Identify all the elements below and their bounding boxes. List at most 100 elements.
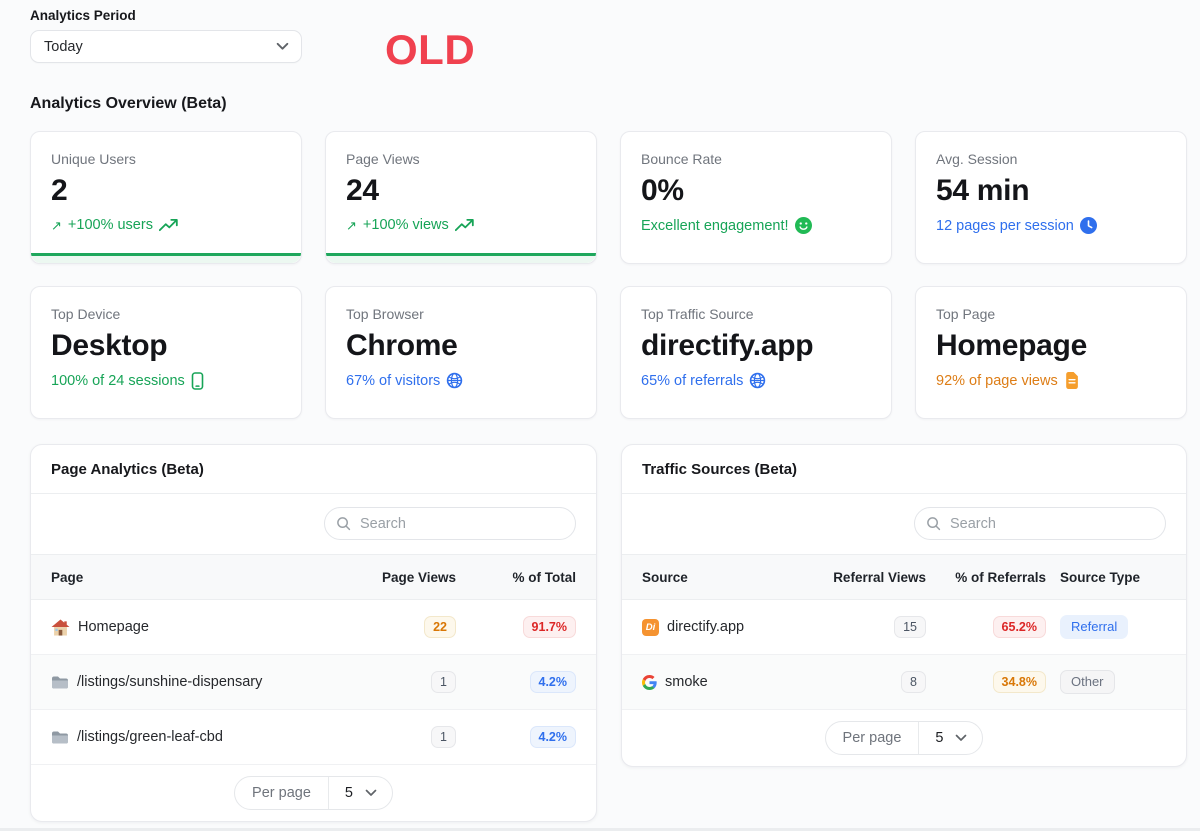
traffic-sources-per-page-select[interactable]: Per page 5 [824, 721, 984, 755]
stat-card-status-text: 67% of visitors [346, 372, 441, 389]
traffic-sources-table-body: Di directify.app 15 65.2% Referral smoke 8 34.8… [622, 600, 1186, 710]
page-views-badge: 22 [424, 615, 456, 639]
house-icon [51, 618, 70, 636]
stat-card-status: 12 pages per session [936, 217, 1166, 234]
pct-of-total-cell: 4.2% [456, 670, 576, 694]
period-label: Analytics Period [30, 8, 136, 23]
referral-views-cell: 8 [816, 670, 926, 694]
stat-card-status-text: 12 pages per session [936, 217, 1074, 234]
stat-card-status-text: +100% users [67, 217, 153, 233]
folder-icon [51, 675, 69, 690]
per-page-value: 5 [344, 785, 353, 801]
source-type-cell: Other [1046, 669, 1166, 695]
smiley-icon [794, 217, 812, 234]
page-analytics-per-page-select[interactable]: Per page 5 [234, 776, 393, 810]
directify-favicon: Di [642, 618, 659, 636]
stat-card-value: 24 [346, 174, 379, 207]
page-analytics-search [324, 507, 576, 540]
stat-card-label: Unique Users [51, 151, 136, 167]
traffic-sources-title: Traffic Sources (Beta) [622, 445, 1186, 494]
stat-card-page-views: Page Views 24 ↗ +100% views [325, 131, 597, 264]
stat-card-top-traffic-source: Top Traffic Source directify.app 65% of re… [620, 286, 892, 419]
pct-of-total-cell: 91.7% [456, 615, 576, 639]
column-header-pct-of-referrals: % of Referrals [955, 569, 1046, 585]
stat-card-label: Top Browser [346, 306, 424, 322]
folder-icon [51, 730, 69, 745]
stat-card-value: 0% [641, 174, 684, 207]
referral-views-badge: 15 [894, 615, 926, 639]
stat-card-value: Homepage [936, 329, 1087, 362]
column-header-page-views: Page Views [381, 569, 456, 585]
stat-card-value: 54 min [936, 174, 1030, 207]
stat-card-value: 2 [51, 174, 68, 207]
stat-card-status: Excellent engagement! [641, 217, 871, 234]
card-highlight-bar [326, 253, 596, 263]
page-views-cell: 22 [346, 615, 456, 639]
column-header-source-type: Source Type [1060, 569, 1141, 585]
globe-icon [749, 372, 766, 389]
table-row: /listings/sunshine-dispensary 1 4.2% [31, 655, 596, 710]
trending-up-icon [454, 218, 474, 232]
pct-of-total-badge: 91.7% [522, 615, 576, 639]
stat-card-value: Chrome [346, 329, 458, 362]
stat-card-status: 100% of 24 sessions [51, 372, 281, 390]
chevron-down-icon [955, 734, 967, 742]
table-row: smoke 8 34.8% Other [622, 655, 1186, 710]
traffic-sources-footer: Per page 5 [622, 710, 1186, 766]
page-cell: /listings/sunshine-dispensary [51, 674, 346, 690]
stat-card-top-browser: Top Browser Chrome 67% of visitors [325, 286, 597, 419]
stat-card-status: 65% of referrals [641, 372, 871, 389]
stat-card-label: Page Views [346, 151, 420, 167]
source-name: directify.app [667, 619, 745, 635]
chevron-down-icon [365, 789, 377, 797]
tables-row: Page Analytics (Beta) Page Page Views % … [30, 444, 1187, 822]
traffic-sources-search-input[interactable] [914, 507, 1166, 540]
search-icon [336, 516, 351, 531]
stat-card-top-device: Top Device Desktop 100% of 24 sessions [30, 286, 302, 419]
column-header-pct-of-total: % of Total [512, 569, 577, 585]
pct-of-referrals-badge: 65.2% [992, 615, 1046, 639]
globe-icon [446, 372, 463, 389]
table-row: /listings/green-leaf-cbd 1 4.2% [31, 710, 596, 765]
source-type-badge: Referral [1060, 614, 1129, 640]
page-analytics-search-input[interactable] [324, 507, 576, 540]
per-page-value: 5 [935, 730, 944, 746]
table-row: Di directify.app 15 65.2% Referral [622, 600, 1186, 655]
document-icon [1064, 372, 1079, 389]
stat-card-status-text: 100% of 24 sessions [51, 373, 185, 389]
stat-card-status: ↗ +100% users [51, 217, 281, 233]
page-name: Homepage [78, 619, 149, 635]
page-views-badge: 1 [431, 670, 456, 694]
stat-card-top-page: Top Page Homepage 92% of page views [915, 286, 1187, 419]
pct-of-total-badge: 4.2% [529, 670, 576, 694]
period-select[interactable]: Today [30, 30, 302, 63]
page-views-cell: 1 [346, 670, 456, 694]
page-analytics-panel: Page Analytics (Beta) Page Page Views % … [30, 444, 597, 822]
page-analytics-table-body: Homepage 22 91.7% /listings/sunshine-dispen… [31, 600, 596, 765]
stat-card-status-text: 65% of referrals [641, 372, 744, 389]
card-highlight-bar [31, 253, 301, 263]
page-name: /listings/green-leaf-cbd [77, 729, 223, 745]
traffic-sources-table-header: Source Referral Views % of Referrals Sou… [622, 555, 1186, 600]
period-select-value: Today [44, 38, 83, 55]
chevron-down-icon [276, 42, 289, 51]
pct-of-referrals-cell: 65.2% [926, 615, 1046, 639]
page-cell: /listings/green-leaf-cbd [51, 729, 346, 745]
overview-section-title: Analytics Overview (Beta) [30, 95, 227, 112]
referral-views-cell: 15 [816, 615, 926, 639]
page-views-cell: 1 [346, 725, 456, 749]
stat-card-label: Top Page [936, 306, 996, 322]
page-analytics-title: Page Analytics (Beta) [31, 445, 596, 494]
page-analytics-search-row [31, 494, 596, 555]
pct-of-total-cell: 4.2% [456, 725, 576, 749]
stat-card-status-text: Excellent engagement! [641, 217, 789, 234]
page-views-badge: 1 [431, 725, 456, 749]
referral-views-badge: 8 [901, 670, 926, 694]
pct-of-referrals-cell: 34.8% [926, 670, 1046, 694]
stat-card-status: 92% of page views [936, 372, 1166, 389]
traffic-sources-search-row [622, 494, 1186, 555]
stat-card-label: Top Traffic Source [641, 306, 754, 322]
stat-card-label: Bounce Rate [641, 151, 722, 167]
old-version-label: OLD [385, 26, 476, 73]
